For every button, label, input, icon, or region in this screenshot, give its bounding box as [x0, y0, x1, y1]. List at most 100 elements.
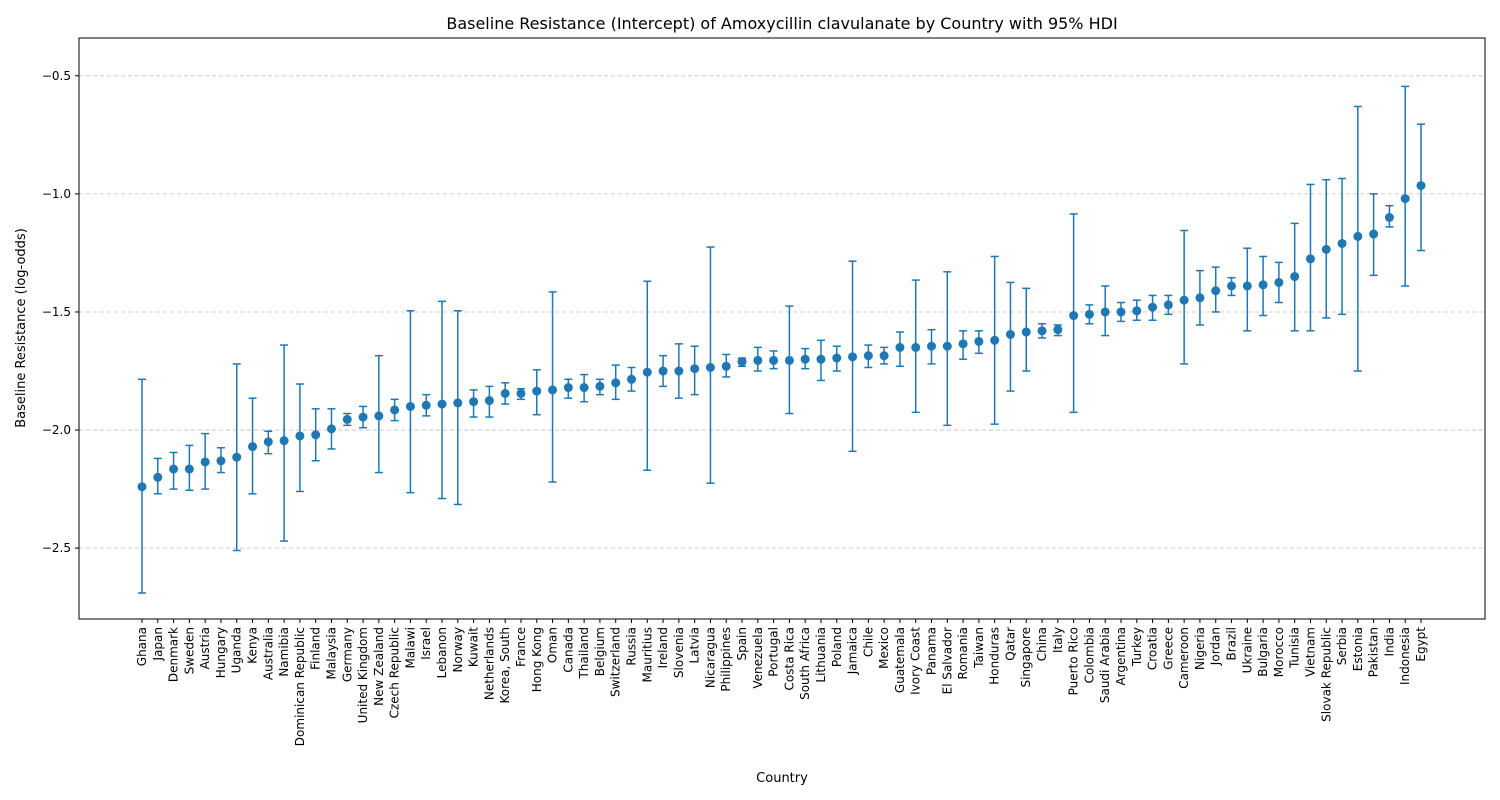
- data-point: [563, 383, 573, 393]
- x-tick-label: Uganda: [230, 627, 244, 673]
- data-point: [895, 342, 905, 352]
- x-tick-label: South Africa: [798, 627, 812, 700]
- x-tick-label: Guatemala: [893, 627, 907, 693]
- x-tick-label: Brazil: [1225, 627, 1239, 661]
- x-tick-label: Jordan: [1209, 627, 1223, 666]
- x-tick-label: Lithuania: [814, 627, 828, 683]
- data-point: [295, 431, 305, 441]
- data-point: [469, 397, 479, 407]
- data-point: [927, 341, 937, 351]
- x-tick-label: Oman: [546, 627, 560, 663]
- x-tick-label: Indonesia: [1398, 627, 1412, 685]
- x-tick-label: Turkey: [1130, 627, 1144, 667]
- data-point: [974, 336, 984, 346]
- x-tick-label: El Salvador: [940, 627, 954, 694]
- x-tick-label: Portugal: [767, 627, 781, 677]
- data-point: [690, 364, 700, 374]
- x-tick-label: Hungary: [214, 627, 228, 678]
- data-point: [1195, 293, 1205, 303]
- data-point: [1369, 229, 1379, 239]
- x-axis-label: Country: [756, 771, 808, 786]
- x-tick-label: Jamaica: [846, 627, 860, 675]
- x-tick-label: Russia: [624, 627, 638, 666]
- data-point: [1211, 286, 1221, 296]
- data-point: [1242, 281, 1252, 291]
- x-tick-label: Mauritius: [640, 627, 654, 682]
- x-tick-label: New Zealand: [372, 627, 386, 706]
- data-point: [769, 355, 779, 365]
- data-point: [232, 452, 242, 462]
- x-tick-label: Taiwan: [972, 627, 986, 669]
- data-point: [1021, 327, 1031, 337]
- data-point: [1069, 311, 1079, 321]
- y-tick-label: −2.0: [42, 423, 71, 437]
- x-tick-label: Vietnam: [1303, 627, 1317, 677]
- data-point: [279, 436, 289, 446]
- data-point: [1384, 212, 1394, 222]
- x-tick-label: Belgium: [593, 627, 607, 676]
- x-tick-label: Kenya: [246, 627, 260, 664]
- x-tick-label: Italy: [1051, 627, 1065, 653]
- x-tick-label: Korea, South: [498, 627, 512, 704]
- x-tick-label: Hong Kong: [530, 627, 544, 692]
- data-point: [1400, 194, 1410, 204]
- data-point: [390, 405, 400, 415]
- x-axis: Ghana Japan Denmark Sweden Austria Hungary Uga…: [135, 619, 1428, 746]
- data-point: [516, 388, 526, 398]
- chart-title: Baseline Resistance (Intercept) of Amoxy…: [446, 14, 1117, 33]
- x-tick-label: Norway: [451, 627, 465, 673]
- data-point: [1305, 254, 1315, 264]
- x-tick-label: United Kingdom: [356, 627, 370, 723]
- data-point: [1084, 309, 1094, 319]
- data-point: [374, 411, 384, 421]
- x-tick-label: Estonia: [1351, 627, 1365, 671]
- x-tick-label: Singapore: [1019, 627, 1033, 688]
- x-tick-label: Japan: [151, 627, 165, 661]
- x-tick-label: Egypt: [1414, 627, 1428, 662]
- x-tick-label: Ukraine: [1240, 627, 1254, 673]
- x-tick-label: Malaysia: [324, 627, 338, 679]
- x-tick-label: Poland: [830, 627, 844, 667]
- x-tick-label: Australia: [261, 627, 275, 680]
- data-point: [1416, 181, 1426, 191]
- data-point: [863, 351, 873, 361]
- data-point: [832, 353, 842, 363]
- data-point: [1290, 272, 1300, 282]
- x-tick-label: Mexico: [877, 627, 891, 669]
- data-point: [1353, 231, 1363, 241]
- x-tick-label: Sweden: [182, 627, 196, 674]
- x-tick-label: Kuwait: [467, 627, 481, 667]
- x-tick-label: Greece: [1161, 627, 1175, 670]
- data-point: [1258, 280, 1268, 290]
- plot-frame: [78, 37, 1486, 620]
- data-point: [879, 351, 889, 361]
- x-tick-label: Pakistan: [1367, 627, 1381, 677]
- x-tick-label: Finland: [309, 627, 323, 670]
- x-tick-label: Canada: [561, 627, 575, 673]
- data-point: [548, 385, 558, 395]
- x-tick-label: Nicaragua: [703, 627, 717, 688]
- data-point: [705, 362, 715, 372]
- x-tick-label: Ireland: [656, 627, 670, 669]
- data-point: [911, 342, 921, 352]
- data-point: [990, 335, 1000, 345]
- x-tick-label: Bulgaria: [1256, 627, 1270, 677]
- data-point: [674, 366, 684, 376]
- data-point: [642, 367, 652, 377]
- data-point: [1163, 300, 1173, 310]
- data-point: [1116, 307, 1126, 317]
- x-tick-label: Tunisia: [1288, 627, 1302, 669]
- data-point: [737, 357, 747, 367]
- data-point: [579, 383, 589, 393]
- x-tick-label: Ghana: [135, 627, 149, 666]
- x-tick-label: Panama: [925, 627, 939, 675]
- x-tick-label: Slovak Republic: [1319, 627, 1333, 722]
- y-tick-label: −0.5: [42, 69, 71, 83]
- data-point: [421, 400, 431, 410]
- x-tick-label: Denmark: [167, 627, 181, 682]
- data-point: [1005, 329, 1015, 339]
- x-tick-label: Philippines: [719, 627, 733, 692]
- x-tick-label: Saudi Arabia: [1098, 627, 1112, 703]
- x-tick-label: Argentina: [1114, 627, 1128, 686]
